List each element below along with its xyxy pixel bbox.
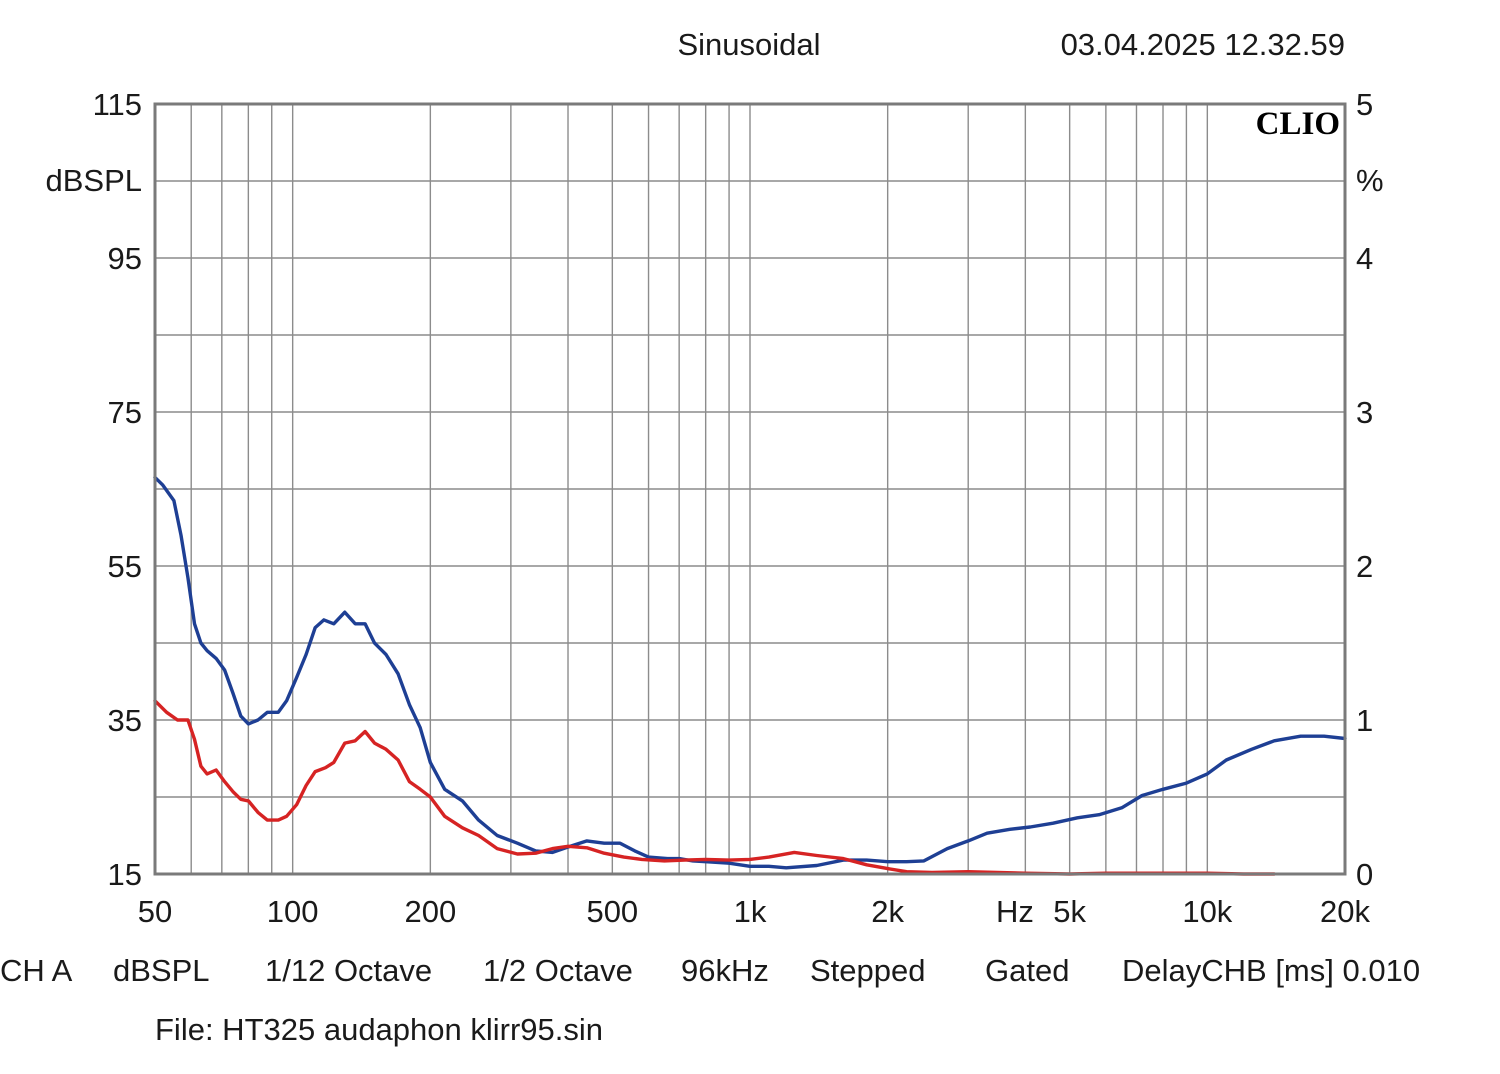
series-layer xyxy=(153,475,1347,876)
y-tick-left-label: 95 xyxy=(108,241,142,276)
footer-channel: CH A xyxy=(0,953,73,988)
footer-sample-rate: 96kHz xyxy=(681,953,769,988)
footer-unit: dBSPL xyxy=(113,953,210,988)
y-tick-right-label: 2 xyxy=(1356,549,1373,584)
footer-resolution: 1/12 Octave xyxy=(265,953,433,988)
series-line-red xyxy=(153,699,1276,876)
brand-backdrop xyxy=(1242,106,1343,144)
x-tick-label: 50 xyxy=(138,894,172,929)
clio-logo: CLIO xyxy=(1256,106,1340,142)
y-axis-right-unit: % xyxy=(1356,163,1384,198)
x-tick-label: 1k xyxy=(734,894,767,929)
y-tick-right-label: 5 xyxy=(1356,87,1373,122)
chart-timestamp: 03.04.2025 12.32.59 xyxy=(1061,27,1345,62)
y-tick-left-label: 115 xyxy=(93,87,142,122)
x-tick-label: 20k xyxy=(1320,894,1370,929)
footer-sweep-mode: Stepped xyxy=(810,953,926,988)
x-axis-labels: 50 100 200 500 1k 2k 5k 10k 20k xyxy=(138,894,1371,929)
y-axis-right-labels: 5 4 3 2 1 0 xyxy=(1356,87,1373,892)
y-tick-right-label: 4 xyxy=(1356,241,1373,276)
y-axis-left-unit: dBSPL xyxy=(45,163,142,198)
chart-mode-label: Sinusoidal xyxy=(677,27,820,62)
footer-gating: Gated xyxy=(985,953,1070,988)
y-tick-left-label: 35 xyxy=(108,703,142,738)
grid xyxy=(155,104,1345,874)
y-tick-left-label: 15 xyxy=(108,857,142,892)
x-tick-label: 5k xyxy=(1053,894,1086,929)
plot-frame xyxy=(153,102,1347,876)
x-axis-unit: Hz xyxy=(996,894,1034,929)
footer-smoothing: 1/2 Octave xyxy=(483,953,633,988)
x-tick-label: 10k xyxy=(1182,894,1232,929)
footer-delay: DelayCHB [ms] 0.010 xyxy=(1122,953,1421,988)
x-tick-label: 100 xyxy=(267,894,319,929)
y-tick-right-label: 3 xyxy=(1356,395,1373,430)
y-tick-left-label: 55 xyxy=(108,549,142,584)
footer-file: File: HT325 audaphon klirr95.sin xyxy=(155,1012,604,1047)
x-tick-label: 2k xyxy=(871,894,904,929)
y-tick-right-label: 1 xyxy=(1356,703,1373,738)
y-axis-left-labels: 115 95 75 55 35 15 xyxy=(93,87,142,892)
y-tick-left-label: 75 xyxy=(108,395,142,430)
x-tick-label: 500 xyxy=(586,894,638,929)
x-tick-label: 200 xyxy=(404,894,456,929)
y-tick-right-label: 0 xyxy=(1356,857,1373,892)
